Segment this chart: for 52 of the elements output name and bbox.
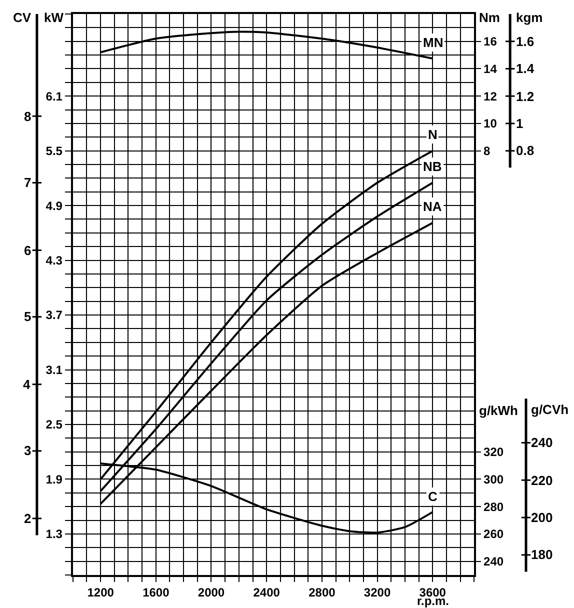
y3-tick-label: 260	[484, 527, 504, 542]
y-axis-title: kW	[44, 10, 64, 25]
series-label: C	[428, 489, 438, 504]
text: 1	[516, 116, 524, 131]
y2-tick-label: 10	[484, 116, 498, 131]
text: 1.6	[516, 34, 534, 49]
text: CV	[13, 10, 32, 25]
y3-tick-label: 320	[484, 445, 504, 460]
y2-tick-label: 8	[484, 144, 491, 158]
x-tick-label: 2400	[253, 585, 280, 600]
x-tick-label: 2800	[308, 585, 336, 600]
text: 0.8	[516, 143, 534, 158]
y2-tick-label: 14	[484, 62, 498, 76]
text: 180	[531, 547, 553, 562]
x-tick-label: 1200	[87, 585, 114, 600]
y2-tick-label: 12	[484, 89, 498, 104]
text: 2	[24, 511, 32, 526]
y-tick-label: 4.3	[46, 253, 63, 268]
text: 1.2	[516, 89, 534, 104]
y-tick-label: 1.9	[46, 472, 63, 486]
text: 5	[24, 309, 32, 324]
series-label: NA	[423, 199, 442, 214]
y3-axis-title: g/kWh	[479, 403, 518, 418]
text: 3	[24, 443, 32, 458]
series-label: MN	[423, 35, 444, 50]
x-tick-label: 2000	[198, 585, 225, 600]
text: 7	[24, 175, 32, 190]
y2-tick-label: 16	[484, 34, 498, 49]
text: 220	[531, 473, 553, 488]
y-tick-label: 3.7	[46, 308, 63, 322]
text: 1.4	[516, 61, 535, 76]
x-tick-label: 3200	[364, 585, 391, 600]
text: 200	[531, 510, 553, 525]
text: 8	[24, 109, 32, 124]
y2-axis-title: Nm	[479, 10, 500, 25]
y3-tick-label: 280	[484, 500, 504, 514]
text: g/CVh	[531, 402, 569, 417]
text: kgm	[516, 10, 543, 25]
text: 4	[23, 377, 31, 392]
y-tick-label: 1.3	[46, 527, 63, 542]
text: 240	[531, 435, 553, 450]
y-tick-label: 4.9	[46, 198, 63, 213]
series-label: N	[428, 127, 438, 142]
y-tick-label: 3.1	[46, 362, 63, 377]
x-tick-label: 1600	[142, 585, 170, 600]
y-tick-label: 6.1	[46, 89, 63, 104]
y-tick-label: 2.5	[46, 418, 63, 432]
y3-tick-label: 300	[484, 472, 504, 486]
y3-tick-label: 240	[484, 554, 504, 569]
series-label: NB	[423, 159, 442, 174]
y-tick-label: 5.5	[46, 144, 63, 158]
text: 6	[24, 243, 32, 258]
